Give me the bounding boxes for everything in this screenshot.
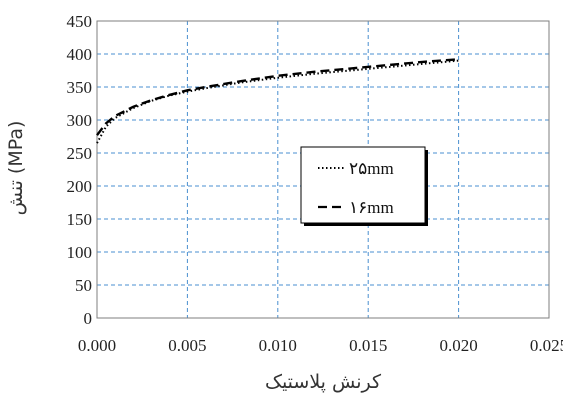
x-tick-label: 0.000 [78, 336, 116, 355]
y-tick-label: 100 [67, 243, 93, 262]
x-tick-label: 0.005 [168, 336, 206, 355]
x-tick-label: 0.010 [259, 336, 297, 355]
y-tick-label: 300 [67, 111, 93, 130]
plot-area-frame [96, 20, 550, 319]
y-tick-label: 250 [67, 144, 93, 163]
legend-shadow-right [425, 150, 428, 226]
legend-shadow-bottom [304, 223, 428, 226]
legend: ۲۵mm ۱۶mm [300, 146, 428, 226]
x-tick-label: 0.025 [530, 336, 563, 355]
y-axis-title: تنش (MPa) [5, 121, 27, 216]
y-tick-label: 450 [67, 12, 93, 31]
x-axis-title: کرنش پلاستیک [265, 371, 382, 393]
y-tick-label: 150 [67, 210, 93, 229]
y-tick-label: 50 [75, 276, 92, 295]
x-tick-label: 0.020 [439, 336, 477, 355]
series-line-1 [96, 58, 459, 136]
tick-labels: 0 50 100 150 200 250 300 350 400 450 0.000 0.005 0.0… [67, 12, 563, 355]
y-tick-label: 400 [67, 45, 93, 64]
series-line-0 [96, 59, 459, 144]
x-tick-label: 0.015 [349, 336, 387, 355]
y-tick-label: 350 [67, 78, 93, 97]
legend-box [300, 146, 426, 224]
series-layer [96, 58, 459, 144]
y-tick-label: 200 [67, 177, 93, 196]
legend-label-25mm: ۲۵mm [349, 159, 394, 178]
y-tick-label: 0 [84, 309, 93, 328]
legend-label-16mm: ۱۶mm [349, 198, 394, 217]
